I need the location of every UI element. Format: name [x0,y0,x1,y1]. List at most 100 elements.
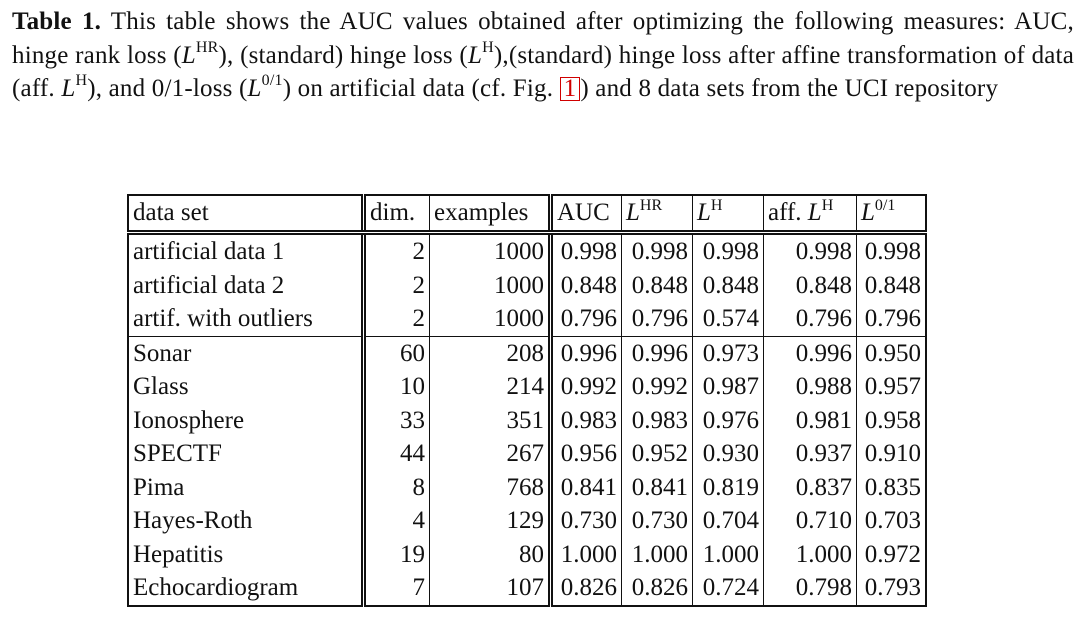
cell-hinge-loss: 0.819 [692,470,764,504]
table-row: Ionosphere 33 351 0.983 0.983 0.976 0.981 0.958 [128,403,926,437]
cell-hinge-loss: 0.987 [692,370,764,404]
cell-dim: 44 [361,437,430,471]
cell-examples: 129 [429,504,551,538]
table-row: artificial data 2 2 1000 0.848 0.848 0.848 0.8… [128,268,926,302]
results-table-wrapper: data set dim. examples AUC LHR LH aff. L… [127,194,927,607]
caption-sup-h: H [75,72,88,89]
header-zo-symbol: L [861,199,875,227]
cell-auc: 0.841 [548,470,622,504]
caption-text-4: ), and 0/1-loss ( [87,75,248,102]
cell-hinge-loss: 0.998 [692,232,764,269]
table-row: Sonar 60 208 0.996 0.996 0.973 0.996 0.950 [128,335,926,370]
table-row: Pima 8 768 0.841 0.841 0.819 0.837 0.835 [128,470,926,504]
cell-data-set: Glass [133,373,189,400]
caption-sup-hr: HR [195,38,219,56]
table-row: Echocardiogram 7 107 0.826 0.826 0.724 0.798 0.… [128,571,926,606]
cell-data-set: artif. with outliers [133,305,313,332]
header-hinge-loss: LH [692,195,764,235]
cell-hinge-rank-loss: 1.000 [621,537,693,571]
cell-auc: 1.000 [548,537,622,571]
cell-hinge-rank-loss: 0.796 [621,302,693,336]
cell-hinge-rank-loss: 0.841 [621,470,693,504]
cell-hinge-loss: 0.574 [692,302,764,336]
table-row: Glass 10 214 0.992 0.992 0.987 0.988 0.957 [128,370,926,404]
cell-dim: 60 [361,335,430,370]
table-header-row: data set dim. examples AUC LHR LH aff. L… [128,195,926,235]
cell-hinge-loss: 0.704 [692,504,764,538]
table-row: Hayes-Roth 4 129 0.730 0.730 0.704 0.710 0.703 [128,504,926,538]
cell-data-set: Sonar [128,335,364,370]
caption-text-5: ) on artificial data (cf. Fig. [282,75,560,102]
cell-affine-hinge-loss: 0.796 [763,302,857,336]
table-row: artif. with outliers 2 1000 0.796 0.796 0.574… [128,302,926,336]
cell-zero-one-loss: 0.796 [856,302,926,336]
cell-hinge-rank-loss: 0.992 [621,370,693,404]
header-examples: examples [429,195,551,235]
cell-examples: 1000 [429,268,551,302]
auc-results-table: data set dim. examples AUC LHR LH aff. L… [127,194,927,607]
cell-dim: 2 [361,232,430,269]
cell-data-set: Pima [133,473,185,501]
cell-hinge-rank-loss: 0.952 [621,437,693,471]
table-caption: Table 1. This table shows the AUC values… [12,5,1074,106]
cell-zero-one-loss: 0.998 [856,232,926,269]
caption-text-6: ) and 8 data sets from the UCI repositor… [580,75,999,102]
cell-dim: 33 [361,403,430,437]
cell-hinge-loss: 0.930 [692,437,764,471]
cell-affine-hinge-loss: 0.988 [763,370,857,404]
header-zero-one-loss: L0/1 [856,195,926,235]
caption-text-3: ),(standard) hinge loss after affine tra… [12,41,1075,103]
cell-examples: 214 [429,370,551,404]
caption-text-2: ), (standard) hinge loss ( [218,41,468,69]
cell-zero-one-loss: 0.835 [856,470,926,504]
cell-zero-one-loss: 0.950 [856,335,926,370]
cell-auc: 0.983 [548,403,622,437]
header-hinge-rank-loss: LHR [621,195,693,235]
cell-auc: 0.996 [548,335,622,370]
cell-affine-hinge-loss: 0.937 [763,437,857,471]
header-aff-prefix: aff. [768,199,808,227]
cell-dim: 19 [361,537,430,571]
cell-examples: 1000 [429,302,551,336]
caption-sym-l: L [181,41,196,69]
cell-affine-hinge-loss: 0.848 [763,268,857,302]
header-aff-symbol: L [807,199,822,227]
table-body: artificial data 1 2 1000 0.998 0.998 0.998 0.9… [128,232,926,606]
table-row: artificial data 1 2 1000 0.998 0.998 0.998 0.9… [128,232,926,269]
cell-auc: 0.992 [548,370,622,404]
caption-sym-l: L [467,41,483,69]
cell-examples: 768 [429,470,551,504]
cell-zero-one-loss: 0.957 [856,370,926,404]
header-aff-sup: H [821,197,834,215]
cell-hinge-rank-loss: 0.848 [621,268,693,302]
cell-affine-hinge-loss: 0.710 [763,504,857,538]
cell-dim: 8 [361,470,430,504]
caption-sym-l: L [247,75,262,102]
cell-affine-hinge-loss: 0.998 [763,232,857,269]
figure-link[interactable]: 1 [559,76,581,101]
header-auc: AUC [548,195,622,235]
cell-zero-one-loss: 0.703 [856,504,926,538]
caption-sym-l: L [61,75,76,102]
cell-hinge-rank-loss: 0.983 [621,403,693,437]
header-h-sup: H [710,197,723,215]
cell-zero-one-loss: 0.972 [856,537,926,571]
cell-auc: 0.826 [548,571,622,606]
cell-hinge-loss: 0.976 [692,403,764,437]
cell-data-set: Ionosphere [133,406,245,434]
cell-hinge-rank-loss: 0.996 [621,335,693,370]
cell-examples: 1000 [429,232,551,269]
cell-auc: 0.796 [548,302,622,336]
caption-sup-01: 0/1 [261,72,283,89]
cell-auc: 0.730 [548,504,622,538]
table-row: Hepatitis 19 80 1.000 1.000 1.000 1.000 0.972 [128,537,926,571]
cell-dim: 10 [361,370,430,404]
cell-affine-hinge-loss: 0.981 [763,403,857,437]
cell-dim: 7 [361,571,430,606]
cell-examples: 80 [429,537,551,571]
caption-sup-h: H [482,38,494,56]
table-row: SPECTF 44 267 0.956 0.952 0.930 0.937 0.910 [128,437,926,471]
cell-hinge-loss: 0.973 [692,335,764,370]
cell-zero-one-loss: 0.958 [856,403,926,437]
cell-zero-one-loss: 0.910 [856,437,926,471]
